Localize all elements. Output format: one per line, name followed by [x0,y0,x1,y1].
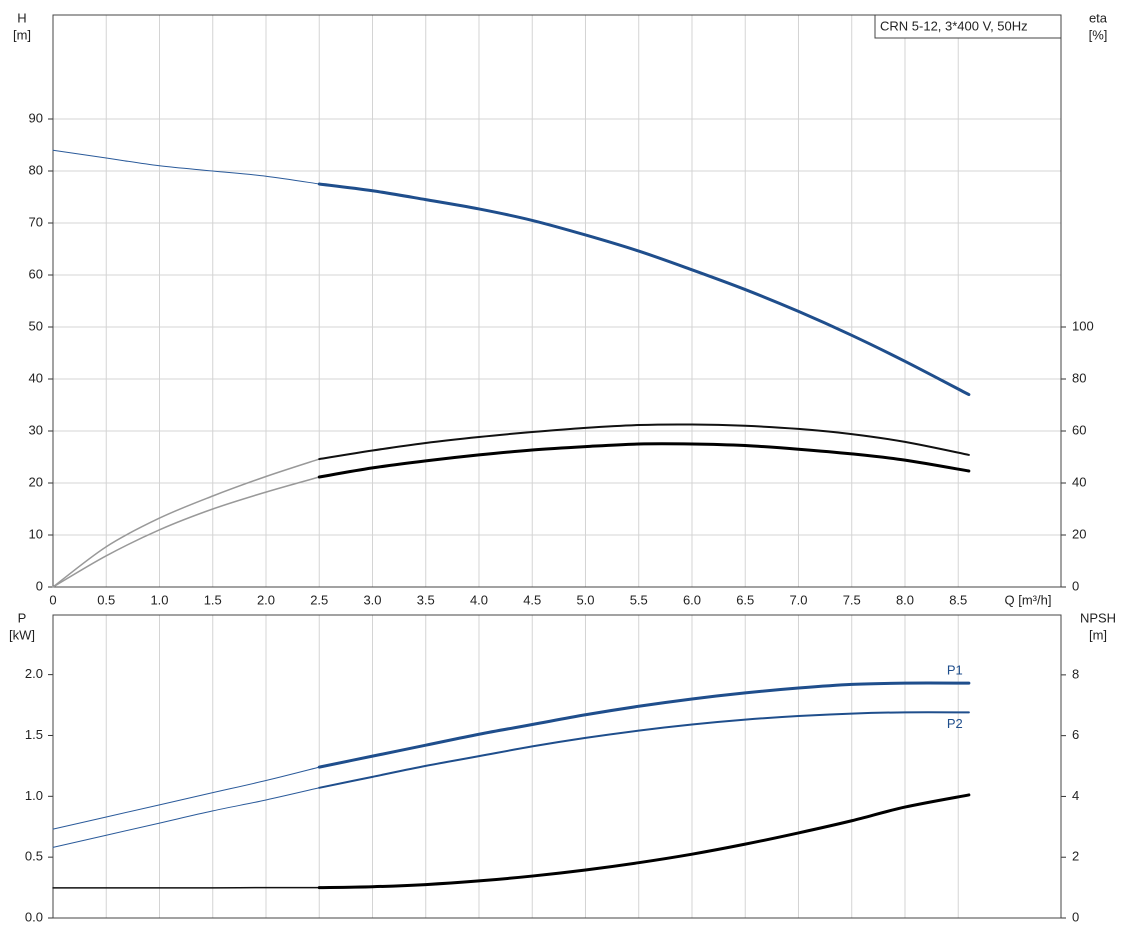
y2-tick-label: 20 [1072,526,1086,541]
curve [317,681,971,769]
x-axis-label: Q [m³/h] [1005,592,1052,607]
y-axis-label: H [17,10,26,25]
y2-tick-label: 2 [1072,849,1079,864]
y2-axis-label: eta [1089,10,1108,25]
y-tick-label: 1.0 [25,788,43,803]
y-tick-label: 30 [29,422,43,437]
x-tick-label: 7.0 [789,592,807,607]
x-tick-label: 1.5 [204,592,222,607]
y-tick-label: 0.5 [25,849,43,864]
curve [52,458,320,588]
y2-tick-label: 6 [1072,727,1079,742]
x-tick-label: 4.5 [523,592,541,607]
x-tick-label: 2.5 [310,592,328,607]
y2-tick-label: 40 [1072,474,1086,489]
y-tick-label: 80 [29,162,43,177]
x-tick-label: 7.5 [843,592,861,607]
annotation: CRN 5-12, 3*400 V, 50Hz [880,18,1028,33]
curve [52,149,320,185]
y-tick-label: 70 [29,214,43,229]
y2-tick-label: 80 [1072,370,1086,385]
x-tick-label: 4.0 [470,592,488,607]
x-tick-label: 3.0 [363,592,381,607]
curve [318,711,970,789]
annotation-box [874,14,1062,39]
y-tick-label: 20 [29,474,43,489]
curve [52,787,320,848]
x-tick-label: 8.5 [949,592,967,607]
x-tick-label: 5.0 [576,592,594,607]
y-tick-label: 90 [29,110,43,125]
curve [317,182,971,397]
x-tick-label: 0.5 [97,592,115,607]
series-label: P2 [947,716,963,731]
curve [52,476,320,588]
y2-axis-label: NPSH [1080,610,1116,625]
x-tick-label: 6.5 [736,592,754,607]
y-tick-label: 50 [29,318,43,333]
y2-tick-label: 60 [1072,422,1086,437]
x-tick-label: 3.5 [417,592,435,607]
y2-axis-label: [%] [1089,27,1108,42]
plot-frame [52,14,1062,588]
x-tick-label: 8.0 [896,592,914,607]
series-label: P1 [947,663,963,678]
x-tick-label: 2.0 [257,592,275,607]
x-tick-label: 6.0 [683,592,701,607]
y-tick-label: 1.5 [25,727,43,742]
y-tick-label: 60 [29,266,43,281]
y2-tick-label: 0 [1072,578,1079,593]
x-tick-label: 1.0 [150,592,168,607]
y-tick-label: 0.0 [25,909,43,924]
y2-tick-label: 0 [1072,909,1079,924]
curve [317,442,971,479]
y-tick-label: 2.0 [25,666,43,681]
plot-frame [52,614,1062,919]
y-axis-label: [kW] [9,627,35,642]
curve [52,766,320,830]
y2-tick-label: 4 [1072,788,1079,803]
y2-axis-label: [m] [1089,627,1107,642]
curve [318,423,970,461]
y-tick-label: 0 [36,578,43,593]
y-axis-label: [m] [13,27,31,42]
x-tick-label: 5.5 [630,592,648,607]
curve [317,793,971,890]
y-tick-label: 10 [29,526,43,541]
y-tick-label: 40 [29,370,43,385]
x-tick-label: 0 [49,592,56,607]
y-axis-label: P [18,610,27,625]
y2-tick-label: 8 [1072,666,1079,681]
y2-tick-label: 100 [1072,318,1094,333]
